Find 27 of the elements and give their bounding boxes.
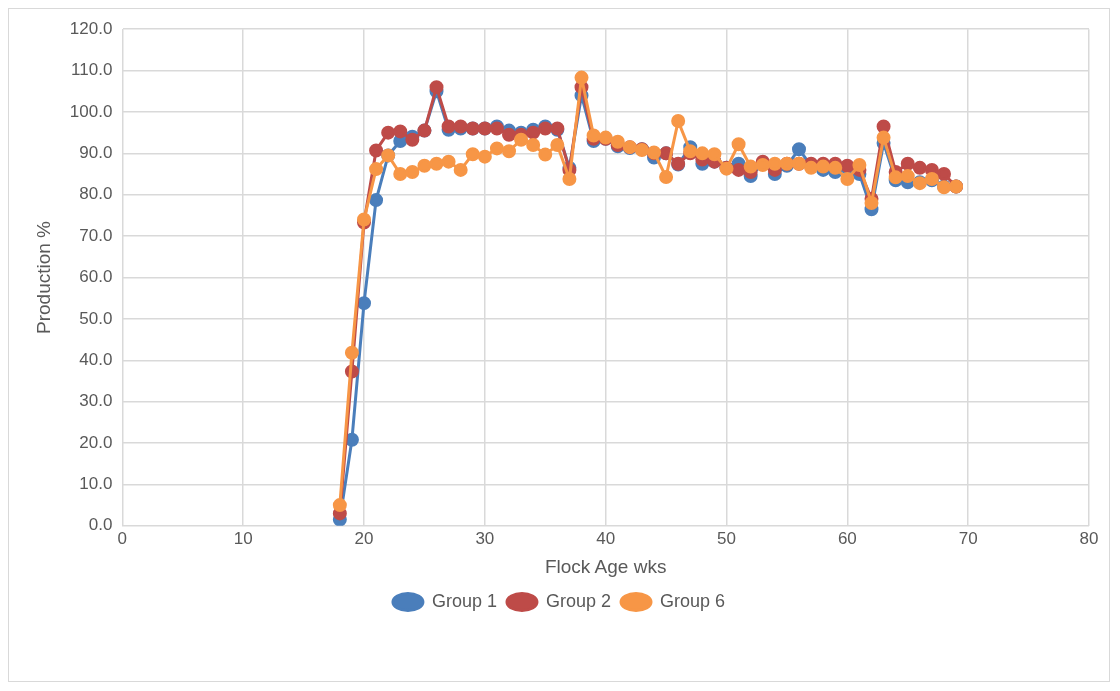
x-tick-label: 60 [837,528,857,548]
legend-label: Group 2 [545,590,612,611]
y-tick-label: 60.0 [79,267,113,287]
x-tick-label: 30 [475,528,495,548]
y-tick-label: 10.0 [79,474,113,494]
x-tick-label: 40 [596,528,616,548]
legend-label: Group 1 [431,590,497,611]
y-tick-label: 30.0 [79,391,113,411]
x-axis-title: Flock Age wks [544,555,667,577]
x-tick-label: 70 [958,528,978,548]
x-tick-label: 20 [354,528,374,548]
y-tick-label: 0.0 [88,515,113,535]
x-tick-label: 50 [717,528,736,548]
y-tick-label: 70.0 [79,225,113,245]
legend-label: Group 6 [660,590,726,611]
y-axis-title: Production % [32,220,54,335]
y-tick-label: 50.0 [79,308,113,328]
y-tick-label: 40.0 [79,349,113,369]
x-tick-label: 10 [233,528,253,548]
x-tick-label: 80 [1079,528,1099,548]
y-tick-label: 110.0 [71,60,113,80]
y-tick-label: 80.0 [79,184,113,204]
y-tick-label: 120.0 [69,18,113,38]
x-tick-label: 0 [117,528,128,548]
y-tick-label: 90.0 [79,143,113,163]
y-tick-label: 100.0 [69,101,113,121]
y-tick-label: 20.0 [79,432,113,452]
